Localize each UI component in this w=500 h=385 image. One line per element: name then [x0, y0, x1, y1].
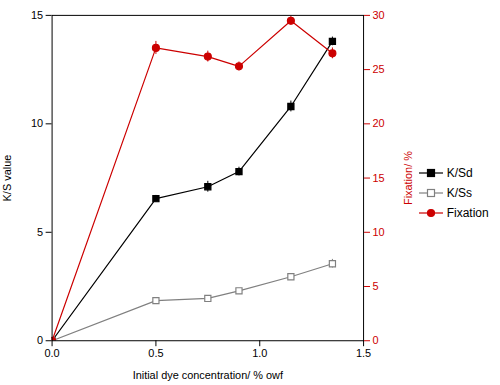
svg-text:15: 15	[31, 9, 43, 21]
svg-text:Fixation/ %: Fixation/ %	[402, 151, 414, 205]
svg-text:20: 20	[372, 117, 384, 129]
svg-text:0: 0	[37, 334, 43, 346]
svg-text:1.5: 1.5	[356, 347, 371, 359]
html-text:K/Ss: K/Ss	[446, 185, 472, 200]
svg-text:15: 15	[372, 172, 384, 184]
html-text:Fixation: Fixation	[446, 205, 489, 220]
svg-text:5: 5	[37, 226, 43, 238]
svg-text:10: 10	[372, 226, 384, 238]
svg-text:0.5: 0.5	[148, 347, 163, 359]
svg-text:0.0: 0.0	[44, 347, 59, 359]
svg-text:5: 5	[372, 280, 378, 292]
html-text:K/Sd: K/Sd	[446, 165, 473, 180]
svg-text:K/S value: K/S value	[1, 155, 13, 202]
svg-text:25: 25	[372, 63, 384, 75]
svg-text:1.0: 1.0	[252, 347, 267, 359]
svg-text:0: 0	[372, 334, 378, 346]
svg-text:10: 10	[31, 117, 43, 129]
svg-text:Initial dye concentration/ % o: Initial dye concentration/ % owf	[133, 369, 284, 381]
svg-text:30: 30	[372, 9, 384, 21]
